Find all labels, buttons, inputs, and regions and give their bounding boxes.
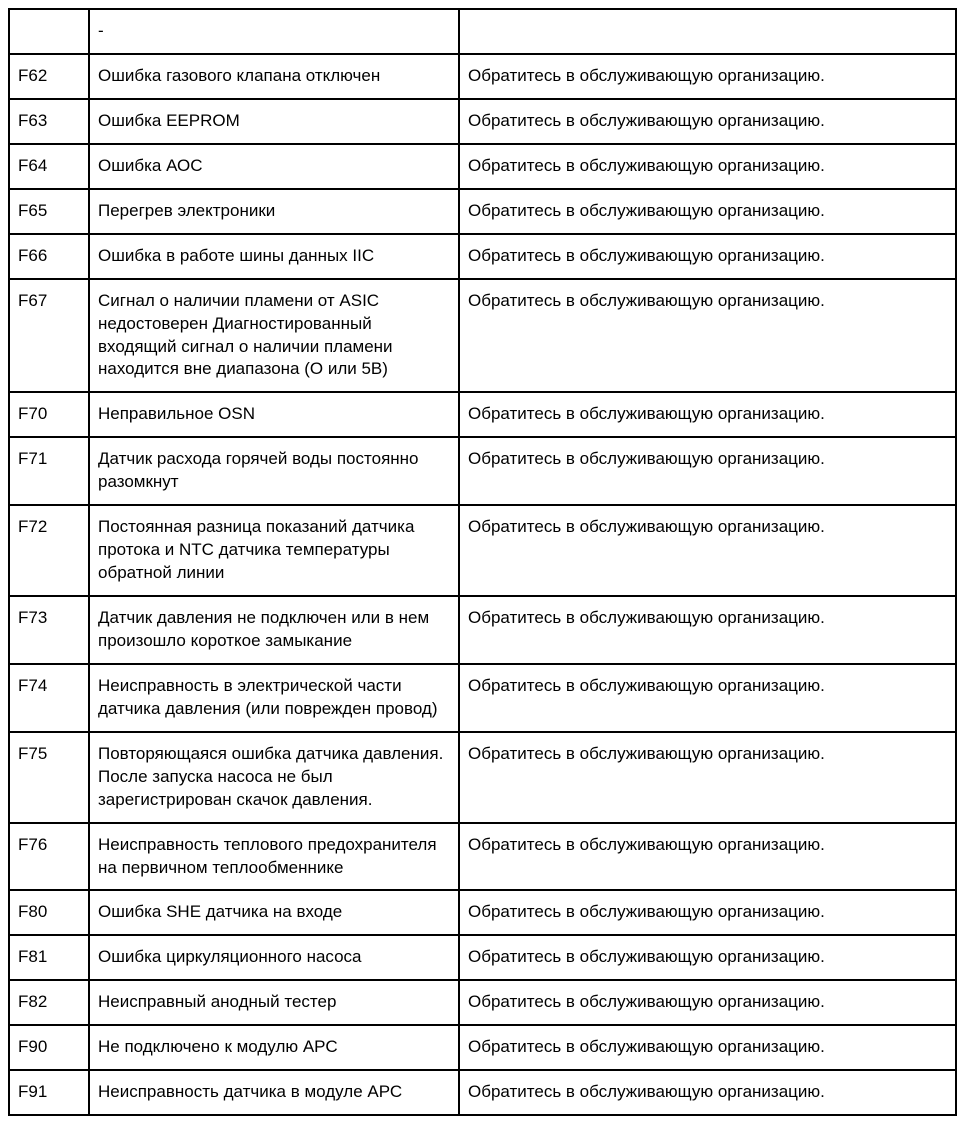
- error-description-cell: Датчик давления не подключен или в нем п…: [89, 596, 459, 664]
- error-action-cell: Обратитесь в обслуживающую организацию.: [459, 664, 956, 732]
- error-action-cell: Обратитесь в обслуживающую организацию.: [459, 935, 956, 980]
- error-description-cell: Ошибка АОС: [89, 144, 459, 189]
- error-action-cell: Обратитесь в обслуживающую организацию.: [459, 234, 956, 279]
- error-code-cell: F65: [9, 189, 89, 234]
- error-description-cell: Неисправность в электрической части датч…: [89, 664, 459, 732]
- error-code-cell: F76: [9, 823, 89, 891]
- table-row: F80Ошибка SHE датчика на входеОбратитесь…: [9, 890, 956, 935]
- error-code-cell: F75: [9, 732, 89, 823]
- error-code-cell: F67: [9, 279, 89, 393]
- error-action-cell: Обратитесь в обслуживающую организацию.: [459, 279, 956, 393]
- table-row: F70Неправильное OSNОбратитесь в обслужив…: [9, 392, 956, 437]
- error-description-cell: Перегрев электроники: [89, 189, 459, 234]
- error-description-cell: Датчик расхода горячей воды постоянно ра…: [89, 437, 459, 505]
- table-row: F67Сигнал о наличии пламени от ASIC недо…: [9, 279, 956, 393]
- error-action-cell: Обратитесь в обслуживающую организацию.: [459, 437, 956, 505]
- error-code-cell: [9, 9, 89, 54]
- error-code-cell: F80: [9, 890, 89, 935]
- error-code-cell: F72: [9, 505, 89, 596]
- table-row: F81Ошибка циркуляционного насосаОбратите…: [9, 935, 956, 980]
- table-row: F65Перегрев электроникиОбратитесь в обсл…: [9, 189, 956, 234]
- table-row: F82Неисправный анодный тестерОбратитесь …: [9, 980, 956, 1025]
- error-description-cell: Постоянная разница показаний датчика про…: [89, 505, 459, 596]
- table-row: F63Ошибка EEPROMОбратитесь в обслуживающ…: [9, 99, 956, 144]
- error-action-cell: Обратитесь в обслуживающую организацию.: [459, 732, 956, 823]
- error-action-cell: Обратитесь в обслуживающую организацию.: [459, 1025, 956, 1070]
- error-action-cell: Обратитесь в обслуживающую организацию.: [459, 596, 956, 664]
- error-action-cell: Обратитесь в обслуживающую организацию.: [459, 189, 956, 234]
- error-description-cell: Ошибка EEPROM: [89, 99, 459, 144]
- table-row: -: [9, 9, 956, 54]
- table-row: F72Постоянная разница показаний датчика …: [9, 505, 956, 596]
- table-row: F62Ошибка газового клапана отключенОбрат…: [9, 54, 956, 99]
- error-code-table: -F62Ошибка газового клапана отключенОбра…: [8, 8, 957, 1116]
- error-code-cell: F82: [9, 980, 89, 1025]
- error-code-cell: F62: [9, 54, 89, 99]
- error-description-cell: Ошибка в работе шины данных IIC: [89, 234, 459, 279]
- error-code-cell: F90: [9, 1025, 89, 1070]
- error-description-cell: Повторяющаяся ошибка датчика давления. П…: [89, 732, 459, 823]
- error-description-cell: Ошибка SHE датчика на входе: [89, 890, 459, 935]
- error-code-cell: F74: [9, 664, 89, 732]
- error-code-cell: F64: [9, 144, 89, 189]
- error-description-cell: Не подключено к модулю АРС: [89, 1025, 459, 1070]
- table-row: F66Ошибка в работе шины данных IICОбрати…: [9, 234, 956, 279]
- error-description-cell: Сигнал о наличии пламени от ASIC недосто…: [89, 279, 459, 393]
- error-code-cell: F63: [9, 99, 89, 144]
- table-row: F73Датчик давления не подключен или в не…: [9, 596, 956, 664]
- error-action-cell: Обратитесь в обслуживающую организацию.: [459, 1070, 956, 1115]
- error-action-cell: Обратитесь в обслуживающую организацию.: [459, 392, 956, 437]
- error-code-cell: F66: [9, 234, 89, 279]
- error-action-cell: Обратитесь в обслуживающую организацию.: [459, 890, 956, 935]
- error-code-cell: F70: [9, 392, 89, 437]
- error-code-cell: F91: [9, 1070, 89, 1115]
- table-row: F75Повторяющаяся ошибка датчика давления…: [9, 732, 956, 823]
- error-action-cell: Обратитесь в обслуживающую организацию.: [459, 823, 956, 891]
- error-description-cell: Неправильное OSN: [89, 392, 459, 437]
- error-description-cell: -: [89, 9, 459, 54]
- table-row: F76Неисправность теплового предохранител…: [9, 823, 956, 891]
- error-action-cell: Обратитесь в обслуживающую организацию.: [459, 144, 956, 189]
- error-action-cell: [459, 9, 956, 54]
- table-row: F71Датчик расхода горячей воды постоянно…: [9, 437, 956, 505]
- table-body: -F62Ошибка газового клапана отключенОбра…: [9, 9, 956, 1115]
- error-action-cell: Обратитесь в обслуживающую организацию.: [459, 505, 956, 596]
- error-description-cell: Ошибка газового клапана отключен: [89, 54, 459, 99]
- table-row: F64Ошибка АОСОбратитесь в обслуживающую …: [9, 144, 956, 189]
- error-description-cell: Неисправность датчика в модуле АРС: [89, 1070, 459, 1115]
- error-code-cell: F73: [9, 596, 89, 664]
- error-action-cell: Обратитесь в обслуживающую организацию.: [459, 99, 956, 144]
- error-description-cell: Ошибка циркуляционного насоса: [89, 935, 459, 980]
- error-code-cell: F71: [9, 437, 89, 505]
- table-row: F74Неисправность в электрической части д…: [9, 664, 956, 732]
- table-row: F90Не подключено к модулю АРСОбратитесь …: [9, 1025, 956, 1070]
- error-description-cell: Неисправный анодный тестер: [89, 980, 459, 1025]
- error-action-cell: Обратитесь в обслуживающую организацию.: [459, 980, 956, 1025]
- table-row: F91Неисправность датчика в модуле АРСОбр…: [9, 1070, 956, 1115]
- error-code-cell: F81: [9, 935, 89, 980]
- error-description-cell: Неисправность теплового предохранителя н…: [89, 823, 459, 891]
- error-action-cell: Обратитесь в обслуживающую организацию.: [459, 54, 956, 99]
